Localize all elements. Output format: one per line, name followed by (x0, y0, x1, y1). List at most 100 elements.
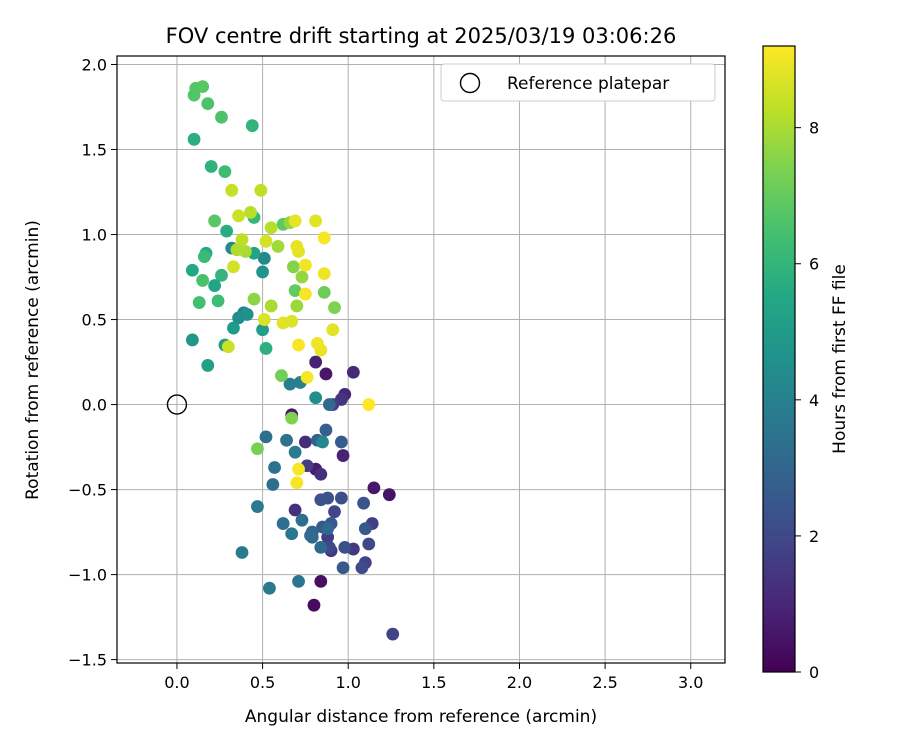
data-point (276, 517, 290, 530)
data-point (328, 505, 341, 519)
data-point (244, 206, 257, 219)
data-point (355, 561, 369, 575)
data-point (215, 268, 228, 282)
x-tick-label: 0.0 (164, 673, 189, 692)
data-point (208, 214, 222, 228)
data-point (201, 359, 215, 372)
y-tick-label: −1.5 (68, 651, 107, 670)
data-point (317, 285, 331, 299)
data-point (259, 430, 273, 444)
x-tick-label: 2.0 (507, 673, 532, 692)
data-point (367, 481, 381, 495)
x-tick-label: 1.0 (335, 673, 360, 692)
data-point (235, 233, 249, 247)
data-point (211, 294, 225, 308)
data-point (314, 540, 328, 554)
data-point (251, 442, 264, 456)
x-tick-label: 0.5 (250, 673, 275, 692)
data-point (321, 522, 335, 536)
data-point (257, 313, 271, 326)
y-tick-label: 2.0 (82, 56, 107, 75)
data-point (314, 574, 328, 588)
data-point (263, 581, 276, 595)
data-point (257, 251, 271, 265)
data-point (230, 243, 244, 257)
legend-marker-icon (459, 72, 481, 94)
data-point (215, 110, 228, 124)
reference-platepar-marker (166, 394, 188, 415)
data-point (292, 574, 305, 588)
data-point (251, 500, 264, 513)
data-point (314, 467, 328, 481)
data-point (362, 537, 376, 551)
y-tick-label: −0.5 (68, 481, 107, 500)
data-point (247, 292, 261, 306)
x-axis-label: Angular distance from reference (arcmin) (245, 707, 597, 727)
data-point (185, 333, 199, 347)
colorbar-tick-label: 8 (809, 119, 819, 138)
data-point (322, 398, 336, 411)
legend: Reference platepar (440, 63, 716, 102)
legend-entry: Reference platepar (507, 74, 669, 94)
data-point (319, 423, 333, 437)
x-axis-ticks: 0.0 0.5 1.0 1.5 2.0 2.5 3.0 (164, 663, 703, 692)
data-point (259, 342, 273, 355)
scatter-points (185, 80, 400, 641)
data-point (300, 370, 314, 384)
data-point (314, 493, 328, 507)
data-point (264, 221, 278, 235)
data-point (346, 365, 360, 379)
data-point (382, 488, 396, 502)
data-point (245, 119, 259, 133)
data-point (386, 627, 400, 641)
data-point (221, 340, 235, 354)
legend-box (440, 63, 716, 102)
data-point (196, 274, 210, 287)
data-point (196, 80, 210, 94)
data-point (316, 435, 329, 449)
data-point (280, 433, 293, 447)
data-point (208, 279, 222, 292)
data-point (232, 209, 246, 223)
data-point (309, 214, 323, 228)
data-point (187, 132, 201, 146)
data-point (227, 321, 240, 335)
data-point (185, 263, 199, 277)
data-point (295, 270, 309, 284)
data-point (266, 478, 280, 491)
y-tick-label: 1.5 (82, 141, 107, 160)
data-point (336, 561, 350, 575)
data-point (276, 316, 290, 330)
data-point (256, 265, 269, 279)
chart-title: FOV centre drift starting at 2025/03/19 … (166, 24, 677, 48)
data-point (256, 323, 269, 337)
data-point (292, 462, 305, 476)
data-point (285, 411, 299, 425)
data-point (358, 522, 372, 536)
data-point (192, 296, 206, 309)
data-point (304, 529, 317, 542)
data-point (362, 398, 376, 411)
data-point (336, 449, 350, 462)
data-point (275, 369, 288, 383)
data-point (227, 260, 240, 274)
data-point (317, 231, 331, 245)
x-tick-label: 1.5 (421, 673, 446, 692)
data-point (288, 503, 302, 517)
plot-frame (116, 55, 726, 664)
data-point (288, 214, 302, 228)
data-point (290, 240, 304, 253)
colorbar-label: Hours from first FF file (830, 264, 850, 454)
y-tick-label: 0.5 (82, 311, 107, 330)
y-axis-ticks: −1.5 −1.0 −0.5 0.0 0.5 1.0 1.5 2.0 (68, 56, 117, 670)
data-point (285, 527, 299, 541)
data-point (310, 336, 324, 350)
data-point (288, 284, 302, 298)
data-point (309, 391, 323, 405)
data-point (298, 258, 312, 272)
data-point (290, 476, 304, 490)
data-point (326, 323, 340, 337)
data-point (290, 299, 304, 313)
data-point (264, 299, 278, 313)
data-point (288, 445, 302, 459)
